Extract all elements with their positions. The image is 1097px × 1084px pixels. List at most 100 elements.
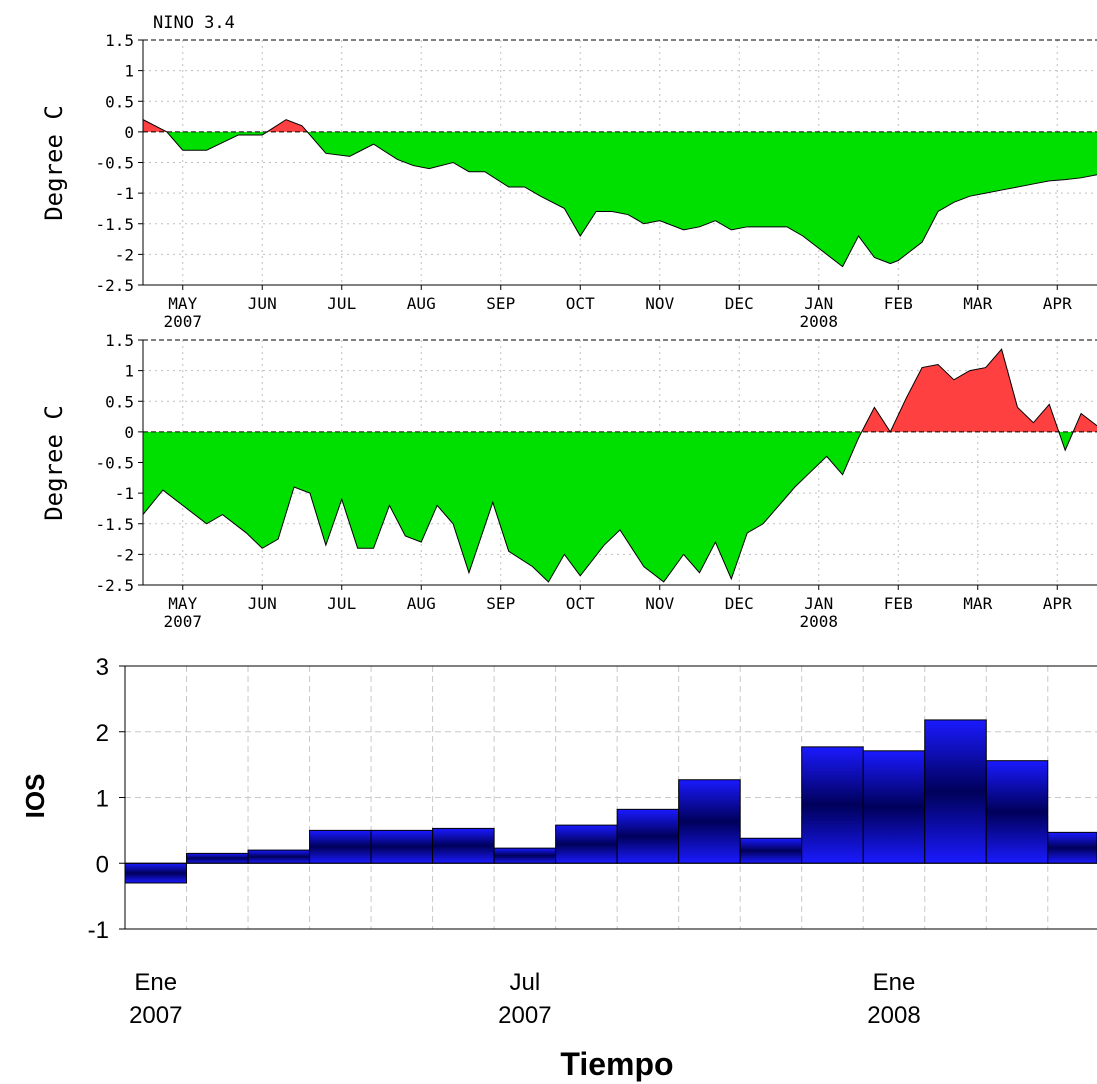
y-tick-label: -1 — [115, 484, 134, 503]
year-label: 2007 — [163, 312, 202, 331]
year-label: 2008 — [799, 612, 838, 631]
y-tick-labels: 1.5 1 0.5 0 -0.5 -1 -1.5 -2 -2.5 — [95, 331, 134, 595]
chart-title: NINO 3.4 — [153, 13, 235, 33]
bar — [370, 829, 434, 864]
bar — [862, 750, 926, 864]
month-label: MAY — [168, 594, 197, 613]
nino34-chart-top: 1.5 1 0.5 0 -0.5 -1 -1.5 -2 -2.5 MAY JUN JUL AUG SEP… — [40, 13, 1097, 331]
y-tick-labels: 3 2 1 0 -1 — [88, 654, 109, 944]
x-tick-month-label: Jul — [510, 969, 541, 996]
bar — [985, 760, 1049, 864]
y-axis-label: Degree C — [40, 105, 68, 221]
bar — [124, 862, 188, 884]
y-axis-label: IOS — [20, 774, 50, 819]
bar — [678, 779, 741, 864]
x-tick-year-label: 2007 — [498, 1002, 551, 1029]
y-tick-label: -2 — [115, 545, 134, 564]
month-label: SEP — [486, 294, 515, 313]
negative-area — [143, 431, 1097, 582]
bar — [739, 837, 803, 864]
y-tick-label: -0.5 — [95, 454, 134, 473]
month-label: OCT — [566, 294, 595, 313]
y-tick-label: 1 — [124, 362, 134, 381]
month-label: JUN — [248, 594, 277, 613]
y-tick-label: 0 — [96, 851, 109, 878]
y-tick-label: 0.5 — [105, 392, 134, 411]
year-label: 2007 — [163, 612, 202, 631]
bar — [432, 827, 495, 864]
x-tick-labels: MAY JUN JUL AUG SEP OCT NOV DEC JAN FEB MAR APR 2007… — [163, 294, 1072, 331]
anomaly-line — [142, 348, 1097, 583]
bar — [801, 746, 864, 864]
ios-bar-chart: 3 2 1 0 -1 Ene 2007 Jul 2007 Ene 2008 IOS Tiempo — [20, 654, 1097, 1082]
positive-area — [143, 349, 1097, 432]
y-tick-label: 3 — [96, 654, 109, 681]
chart-axes — [138, 339, 1097, 590]
series-line — [142, 119, 1097, 268]
y-tick-label: 1.5 — [105, 31, 134, 50]
bar — [247, 849, 311, 864]
y-tick-label: 2 — [96, 720, 109, 747]
y-tick-label: -1.5 — [95, 215, 134, 234]
month-label: SEP — [486, 594, 515, 613]
y-tick-label: -2.5 — [95, 276, 134, 295]
month-label: MAY — [168, 294, 197, 313]
anomaly-line — [142, 119, 1097, 268]
negative-area — [143, 131, 1097, 267]
bar — [616, 808, 680, 864]
x-axis-label: Tiempo — [560, 1046, 673, 1082]
y-tick-label: -0.5 — [95, 154, 134, 173]
negative-anomaly-fill — [143, 431, 1097, 582]
y-tick-label: -2.5 — [95, 576, 134, 595]
month-label: OCT — [566, 594, 595, 613]
month-label: JUL — [327, 594, 356, 613]
y-tick-labels: 1.5 1 0.5 0 -0.5 -1 -1.5 -2 -2.5 — [95, 31, 134, 295]
bar — [1047, 831, 1097, 864]
month-label: MAR — [963, 294, 992, 313]
year-label: 2008 — [799, 312, 838, 331]
y-tick-label: 1 — [124, 62, 134, 81]
series-line — [142, 348, 1097, 583]
bar — [493, 847, 557, 864]
y-axis-label: Degree C — [40, 405, 68, 521]
x-tick-year-label: 2008 — [867, 1002, 920, 1029]
chart-axes — [138, 39, 1097, 290]
month-label: NOV — [645, 294, 674, 313]
bar — [924, 719, 987, 864]
chart-axes — [119, 665, 1097, 930]
y-tick-label: -1 — [115, 184, 134, 203]
y-tick-label: -1.5 — [95, 515, 134, 534]
y-tick-label: 1 — [96, 786, 109, 813]
month-label: DEC — [725, 594, 754, 613]
x-tick-year-label: 2007 — [129, 1002, 182, 1029]
bar — [309, 829, 372, 864]
month-label: JUN — [248, 294, 277, 313]
month-label: DEC — [725, 294, 754, 313]
y-tick-label: 1.5 — [105, 331, 134, 350]
month-label: NOV — [645, 594, 674, 613]
bar — [186, 852, 249, 864]
month-label: APR — [1043, 594, 1072, 613]
x-tick-labels: MAY JUN JUL AUG SEP OCT NOV DEC JAN FEB MAR APR 2007… — [163, 594, 1072, 631]
x-tick-month-label: Ene — [134, 969, 177, 996]
x-tick-labels: Ene 2007 Jul 2007 Ene 2008 — [129, 969, 921, 1029]
negative-anomaly-fill — [143, 131, 1097, 267]
month-label: FEB — [884, 294, 913, 313]
sst-anomaly-chart-middle: 1.5 1 0.5 0 -0.5 -1 -1.5 -2 -2.5 MAY JUN JUL AUG SEP… — [40, 331, 1097, 631]
month-label: MAR — [963, 594, 992, 613]
month-label: JUL — [327, 294, 356, 313]
y-tick-label: 0 — [124, 123, 134, 142]
month-label: APR — [1043, 294, 1072, 313]
positive-anomaly-fill — [143, 349, 1097, 432]
y-tick-label: 0 — [124, 423, 134, 442]
month-label: JAN — [804, 594, 833, 613]
bar-series — [124, 719, 1097, 884]
x-tick-month-label: Ene — [873, 969, 916, 996]
y-tick-label: -2 — [115, 245, 134, 264]
month-label: AUG — [407, 294, 436, 313]
y-tick-label: 0.5 — [105, 92, 134, 111]
month-label: FEB — [884, 594, 913, 613]
month-label: JAN — [804, 294, 833, 313]
